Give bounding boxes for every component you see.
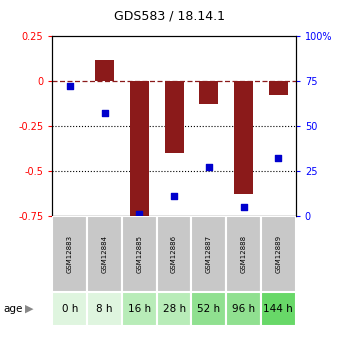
Point xyxy=(102,111,107,116)
Bar xyxy=(226,292,261,326)
Bar xyxy=(191,292,226,326)
Text: GSM12885: GSM12885 xyxy=(136,235,142,273)
Text: GDS583 / 18.14.1: GDS583 / 18.14.1 xyxy=(114,9,224,22)
Bar xyxy=(52,292,87,326)
Text: GSM12886: GSM12886 xyxy=(171,235,177,273)
Bar xyxy=(130,81,149,216)
Text: 0 h: 0 h xyxy=(62,304,78,314)
Point xyxy=(276,156,281,161)
Text: GSM12884: GSM12884 xyxy=(101,235,107,273)
Text: ▶: ▶ xyxy=(25,304,34,314)
Point xyxy=(171,193,177,199)
Text: 28 h: 28 h xyxy=(163,304,186,314)
Bar xyxy=(122,216,157,292)
Bar xyxy=(122,292,157,326)
Bar xyxy=(191,216,226,292)
Point xyxy=(241,204,246,209)
Bar xyxy=(52,216,87,292)
Text: GSM12889: GSM12889 xyxy=(275,235,281,273)
Bar xyxy=(199,81,218,105)
Point xyxy=(137,211,142,217)
Bar xyxy=(87,292,122,326)
Text: 144 h: 144 h xyxy=(264,304,293,314)
Text: GSM12887: GSM12887 xyxy=(206,235,212,273)
Text: GSM12883: GSM12883 xyxy=(67,235,73,273)
Text: 8 h: 8 h xyxy=(96,304,113,314)
Bar xyxy=(261,216,296,292)
Bar xyxy=(157,216,191,292)
Bar xyxy=(95,60,114,81)
Text: 52 h: 52 h xyxy=(197,304,220,314)
Bar xyxy=(87,216,122,292)
Bar xyxy=(226,216,261,292)
Text: 96 h: 96 h xyxy=(232,304,255,314)
Text: age: age xyxy=(3,304,23,314)
Bar xyxy=(269,81,288,96)
Text: GSM12888: GSM12888 xyxy=(241,235,247,273)
Bar xyxy=(261,292,296,326)
Text: 16 h: 16 h xyxy=(128,304,151,314)
Bar xyxy=(157,292,191,326)
Point xyxy=(206,165,212,170)
Point xyxy=(67,84,72,89)
Bar xyxy=(234,81,253,194)
Bar xyxy=(165,81,184,153)
